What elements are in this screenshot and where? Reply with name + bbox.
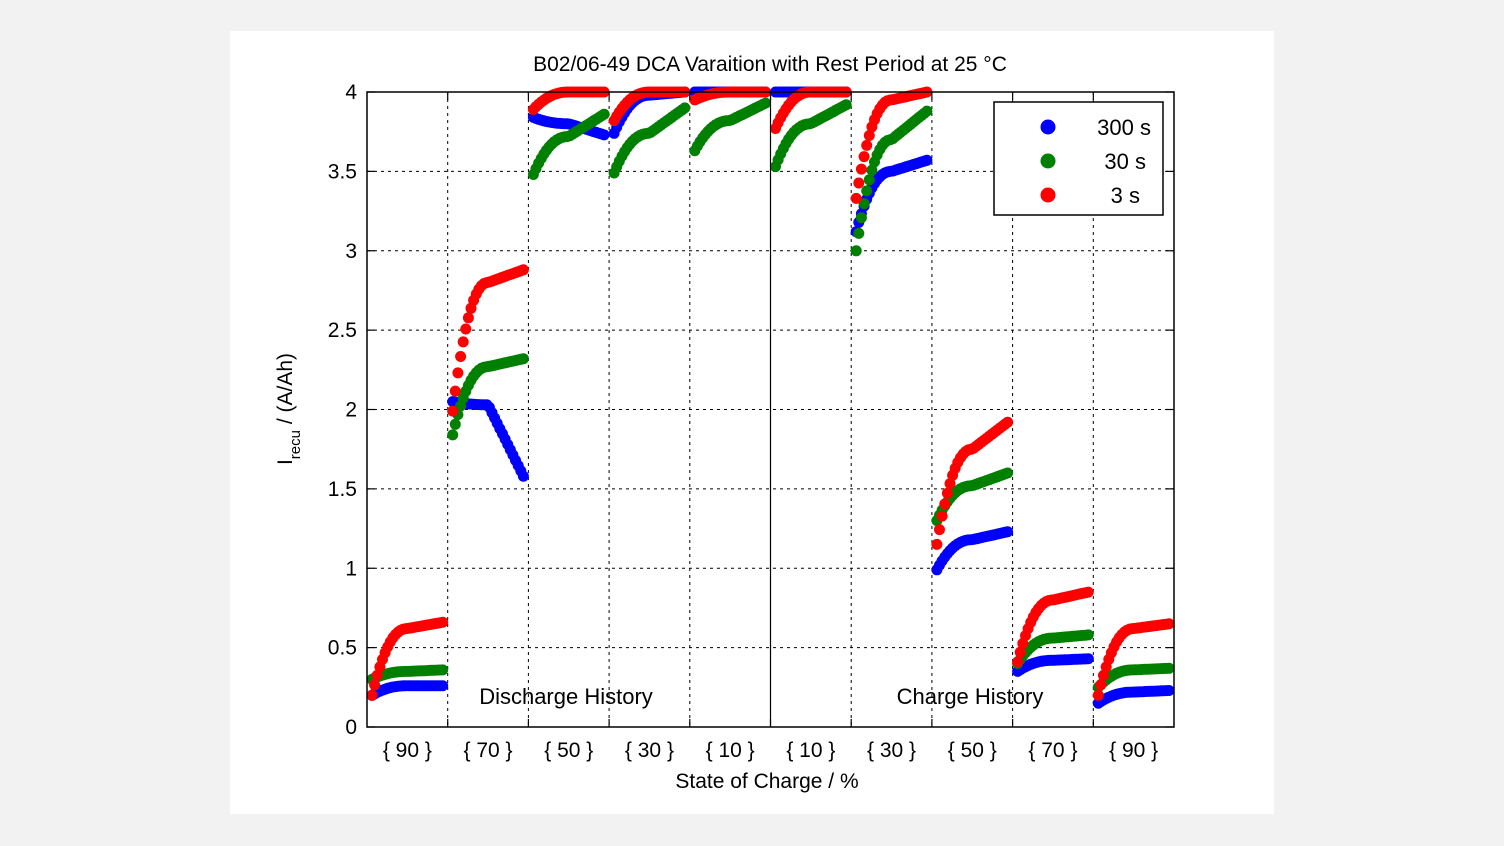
annotation-charge-history: Charge History xyxy=(897,684,1044,709)
data-point xyxy=(1163,685,1175,696)
y-tick-label: 4 xyxy=(345,81,357,104)
y-tick-label: 2 xyxy=(345,399,357,422)
data-point xyxy=(936,510,948,522)
data-point xyxy=(371,669,383,681)
data-point xyxy=(598,108,610,120)
x-tick-label: { 70 } xyxy=(464,739,513,762)
legend-marker-3s xyxy=(1040,187,1056,203)
data-point xyxy=(517,353,529,365)
data-point xyxy=(853,177,865,189)
data-point xyxy=(1082,586,1094,598)
legend-marker-300s xyxy=(1040,119,1056,135)
y-axis-label-suffix: / (A/Ah) xyxy=(274,353,297,430)
data-point xyxy=(855,212,867,224)
data-point xyxy=(1002,526,1014,538)
x-tick-labels: { 90 } { 70 } { 50 } { 30 } { 10 } { 10 } { 30… xyxy=(383,739,1158,762)
data-point xyxy=(449,418,461,430)
y-axis-label: Irecu / (A/Ah) xyxy=(274,353,304,465)
data-point xyxy=(863,130,875,141)
data-point xyxy=(850,245,862,257)
legend: 300 s 30 s 3 s xyxy=(993,101,1164,216)
data-point xyxy=(1012,656,1024,668)
data-point xyxy=(853,227,865,239)
y-tick-label: 2.5 xyxy=(328,319,357,342)
data-point xyxy=(449,385,461,397)
legend-marker-30s xyxy=(1040,153,1056,169)
data-point xyxy=(1092,689,1104,701)
y-axis-label-sub: recu xyxy=(287,430,304,459)
legend-label-30s: 30 s xyxy=(1104,149,1146,174)
y-tick-label: 3 xyxy=(345,240,357,263)
x-tick-label: { 50 } xyxy=(948,739,997,762)
data-point xyxy=(366,689,378,701)
x-tick-label: { 90 } xyxy=(383,739,432,762)
data-point xyxy=(934,524,945,536)
x-tick-label: { 30 } xyxy=(625,739,674,762)
y-tick-label: 0.5 xyxy=(328,637,357,660)
data-point xyxy=(1095,679,1107,691)
y-tick-label: 0 xyxy=(345,716,357,739)
data-point xyxy=(1082,629,1094,641)
annotation-discharge-history: Discharge History xyxy=(479,684,653,709)
data-point xyxy=(437,664,449,676)
y-tick-label: 1 xyxy=(345,557,357,580)
figure: 0 0.5 1 1.5 2 2.5 3 3.5 4 { 90 } { 70 } { 50 } { 30… xyxy=(230,31,1274,814)
x-tick-label: { 30 } xyxy=(867,739,916,762)
data-point xyxy=(931,538,943,550)
legend-label-300s: 300 s xyxy=(1097,115,1151,140)
y-tick-label: 1.5 xyxy=(328,478,357,501)
data-point xyxy=(855,163,867,175)
data-point xyxy=(858,151,870,163)
data-point xyxy=(850,192,862,204)
data-point xyxy=(457,336,469,348)
data-point xyxy=(1082,653,1094,665)
data-point xyxy=(921,105,933,117)
data-point xyxy=(437,616,449,628)
data-point xyxy=(452,367,464,379)
data-point xyxy=(460,323,472,335)
x-tick-label: { 10 } xyxy=(706,739,755,762)
scatter-chart: 0 0.5 1 1.5 2 2.5 3 3.5 4 { 90 } { 70 } { 50 } { 30… xyxy=(274,53,1175,793)
chart-title: B02/06-49 DCA Varaition with Rest Period… xyxy=(533,53,1007,76)
data-point xyxy=(1014,646,1026,658)
data-point xyxy=(1002,467,1014,479)
y-axis-label-main: I xyxy=(274,459,297,465)
data-point xyxy=(517,470,529,482)
data-point xyxy=(1002,416,1014,428)
legend-box xyxy=(993,101,1164,216)
data-point xyxy=(861,139,873,151)
data-points xyxy=(366,86,1175,709)
data-point xyxy=(1163,618,1175,630)
x-tick-label: { 70 } xyxy=(1028,739,1077,762)
data-point xyxy=(447,405,459,417)
data-point xyxy=(840,99,852,111)
data-point xyxy=(462,312,474,324)
data-point xyxy=(944,478,956,490)
data-point xyxy=(447,429,459,441)
data-point xyxy=(1098,669,1109,681)
x-axis-label: State of Charge / % xyxy=(675,770,858,793)
x-tick-label: { 10 } xyxy=(786,739,835,762)
y-tick-label: 3.5 xyxy=(328,160,357,183)
data-point xyxy=(941,487,953,499)
data-point xyxy=(939,498,951,510)
y-tick-labels: 0 0.5 1 1.5 2 2.5 3 3.5 4 xyxy=(328,81,358,739)
data-point xyxy=(679,102,691,114)
data-point xyxy=(455,351,467,362)
axis-ticks xyxy=(367,91,1174,728)
x-tick-label: { 90 } xyxy=(1109,739,1158,762)
data-point xyxy=(858,198,870,210)
legend-label-3s: 3 s xyxy=(1111,183,1140,208)
data-point xyxy=(517,264,529,276)
data-point xyxy=(369,679,381,691)
data-point xyxy=(861,185,873,197)
x-tick-label: { 50 } xyxy=(544,739,593,762)
data-point xyxy=(437,680,449,692)
data-point xyxy=(921,154,933,166)
data-point xyxy=(863,174,875,186)
data-point xyxy=(760,97,771,109)
data-point xyxy=(598,129,610,141)
data-point xyxy=(1163,662,1175,674)
